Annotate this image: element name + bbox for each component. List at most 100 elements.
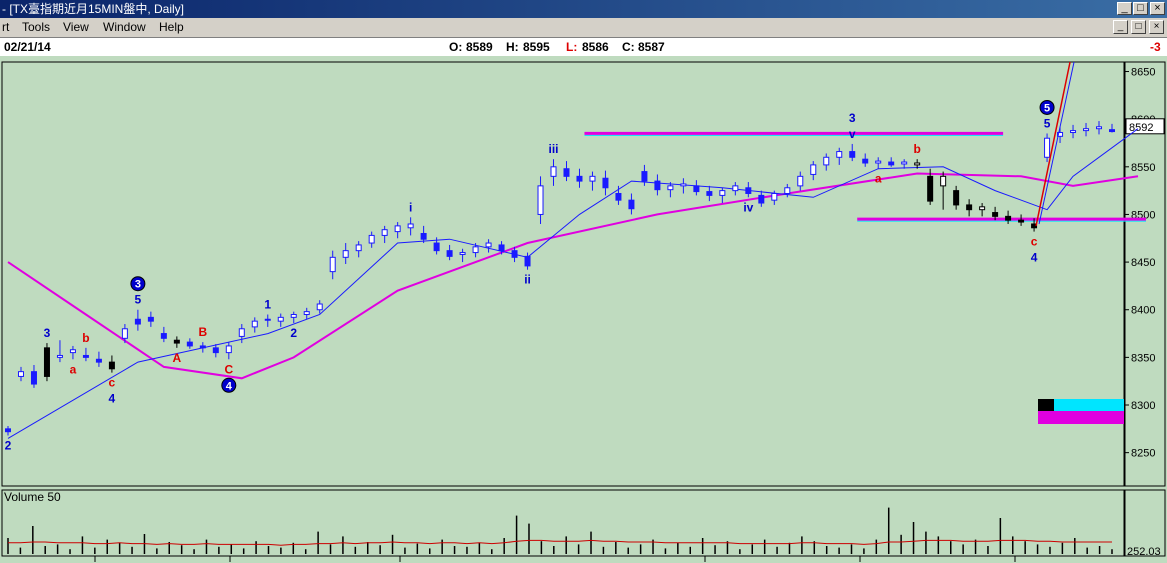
candle-body [667,185,674,191]
volume-axis-panel [1124,489,1166,557]
wave-label: 2 [5,439,12,453]
candle-body [1005,215,1012,221]
wave-label: A [173,351,182,365]
app-minimize-button[interactable]: _ [1117,2,1132,15]
candle-body [394,225,401,233]
wave-label: 2 [290,326,297,340]
app-maximize-button[interactable]: □ [1133,2,1148,15]
candle-body [17,371,24,377]
wave-circle [221,377,237,393]
candle-body [290,313,297,318]
candle-body [134,318,141,325]
candle-body [602,177,609,189]
menu-view[interactable]: View [63,20,89,34]
candle-body [550,166,557,177]
candle-body [641,171,648,182]
ohlc-info-bar: 02/21/14 O: 8589 H: 8595 L: 8586 C: 8587… [0,37,1167,57]
sma-short-line [7,128,1139,439]
candle-body [745,187,752,194]
window-titlebar: - [TX臺指期近月15MIN盤中, Daily] [0,0,1167,18]
legend-box-magenta [1038,411,1124,424]
candle-body [212,347,219,354]
candle-body [940,175,947,187]
menu-tools[interactable]: Tools [22,20,51,34]
price-chart-svg[interactable]: 8250830083508400845085008550860086508592… [0,56,1167,563]
candle-body [225,345,232,354]
menu-chart[interactable]: rt [2,20,10,34]
volume-ma-line [8,539,1112,546]
wave-label: 5 [135,293,142,307]
open-label: O: [449,40,463,54]
doc-close-button[interactable]: × [1149,20,1164,34]
wave-label: b [914,142,921,156]
candle-body [927,175,934,202]
candle-body [511,250,518,258]
candle-body [628,199,635,210]
candle-body [485,242,492,248]
breakout-line-red [1035,61,1071,227]
candle-body [82,354,89,358]
wave-label: 3 [135,279,141,291]
wave-label: 5 [1044,102,1050,114]
wave-label: a [875,172,882,186]
candle-body [576,175,583,182]
app-close-button[interactable]: × [1150,2,1165,15]
y-tick-label: 8350 [1131,352,1155,364]
candle-body [901,161,908,165]
volume-plot-frame [1,489,1125,557]
candle-body [1070,130,1077,134]
sma-long-line [7,172,1139,380]
candle-body [173,339,180,344]
doc-restore-button[interactable]: □ [1131,20,1146,34]
wave-label: C [224,362,233,376]
doc-minimize-button[interactable]: _ [1113,20,1128,34]
candle-body [160,333,167,339]
candle-body [264,318,271,321]
menu-window[interactable]: Window [103,20,146,34]
candle-body [758,194,765,204]
candle-body [537,185,544,215]
candle-body [680,183,687,187]
y-tick-label: 8400 [1131,305,1155,317]
candle-body [69,349,76,354]
wave-label: iii [548,142,558,156]
candle-body [654,180,661,191]
bar-date: 02/21/14 [4,40,51,54]
legend-box-cyan [1038,399,1124,411]
window-title: - [TX臺指期近月15MIN盤中, Daily] [2,2,185,16]
candle-body [1018,219,1025,223]
candle-body [706,191,713,196]
candle-body [836,151,843,158]
candle-body [303,311,310,315]
menu-help[interactable]: Help [159,20,184,34]
wave-label: 4 [226,380,233,392]
candle-body [381,229,388,236]
chart-area[interactable]: 8250830083508400845085008550860086508592… [0,56,1167,563]
candle-body [914,162,921,166]
candle-body [459,252,466,255]
candle-body [277,316,284,322]
candle-body [563,168,570,177]
low-label: L: [566,40,578,54]
high-label: H: [506,40,519,54]
candle-body [199,345,206,349]
candle-body [433,242,440,252]
candle-body [108,361,115,370]
candle-body [719,190,726,196]
candle-body [615,192,622,201]
wave-label: 4 [109,392,116,406]
candle-body [1057,132,1064,137]
price-plot-frame [1,61,1125,487]
candle-body [342,250,349,258]
candle-body [1096,126,1103,130]
close-label: C: [622,40,635,54]
wave-circle [130,276,146,292]
candle-body [849,151,856,158]
wave-label: ii [524,273,531,287]
menu-bar: rt Tools View Window Help [0,18,1167,37]
candle-body [524,255,531,267]
candle-body [1044,137,1051,158]
low-value: 8586 [582,40,609,54]
wave-label: c [1031,235,1038,249]
candle-body [238,328,245,337]
